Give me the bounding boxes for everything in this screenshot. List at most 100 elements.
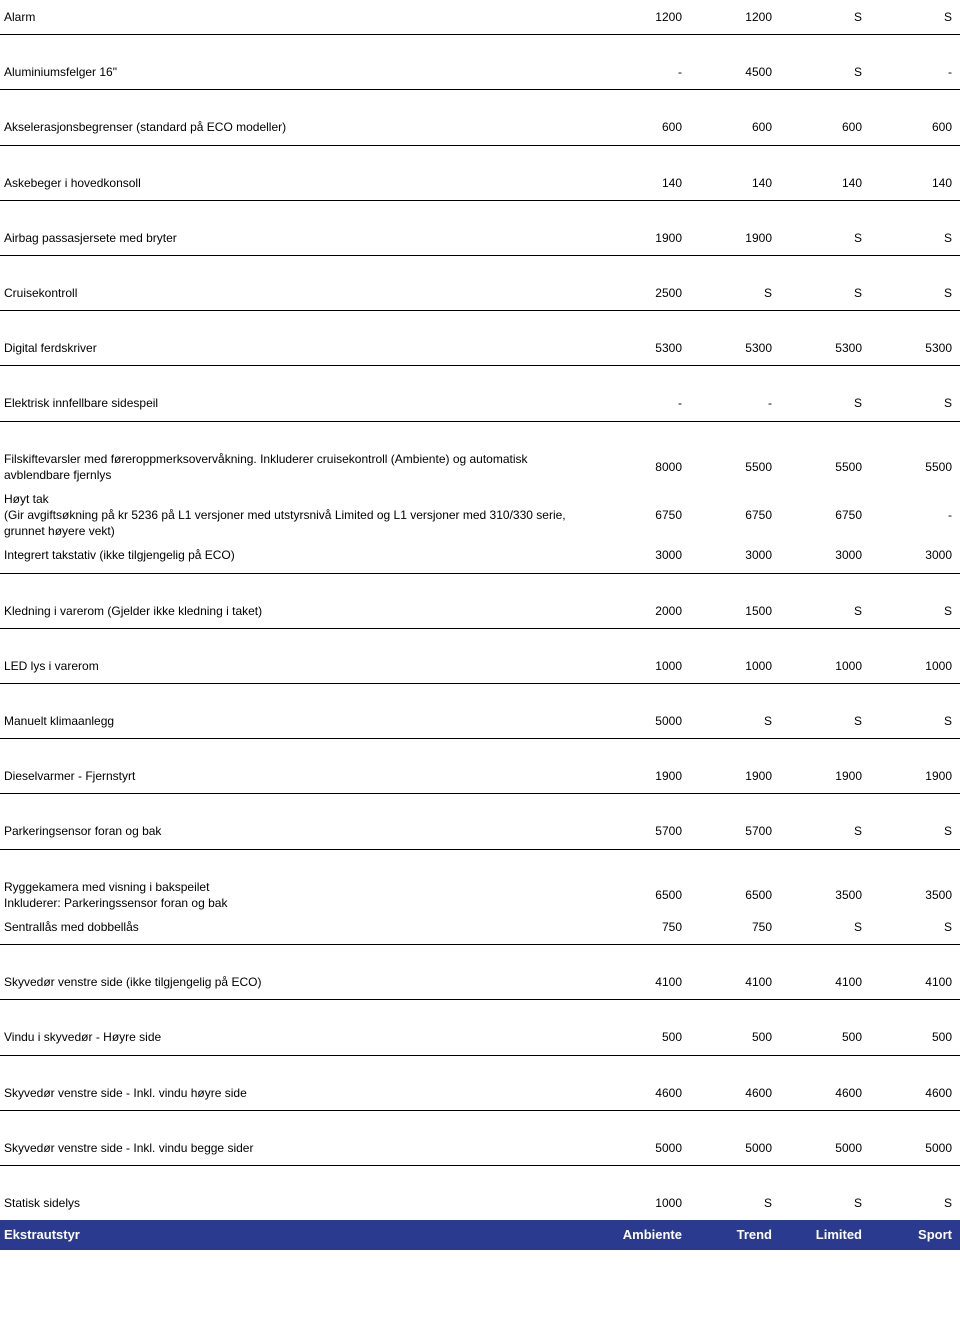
table-row: Dieselvarmer - Fjernstyrt 1900 1900 1900… (0, 759, 960, 794)
row-label: Akselerasjonsbegrenser (standard på ECO … (4, 119, 592, 135)
cell: S (862, 285, 952, 301)
row-label: Cruisekontroll (4, 285, 592, 301)
table-row: Skyvedør venstre side (ikke tilgjengelig… (0, 965, 960, 1000)
table-row: Airbag passasjersete med bryter 1900 190… (0, 221, 960, 256)
cell: - (682, 395, 772, 411)
cell: 4100 (682, 974, 772, 990)
cell: 1900 (862, 768, 952, 784)
cell: 750 (682, 919, 772, 935)
cell: 600 (862, 119, 952, 135)
row-label: Skyvedør venstre side - Inkl. vindu høyr… (4, 1085, 592, 1101)
footer-label: Ekstrautstyr (4, 1226, 592, 1244)
cell: S (862, 395, 952, 411)
cell: - (592, 64, 682, 80)
cell: 600 (592, 119, 682, 135)
cell: 6750 (682, 507, 772, 523)
cell: 4600 (682, 1085, 772, 1101)
cell: 3000 (682, 547, 772, 563)
cell: 4600 (592, 1085, 682, 1101)
cell: 3500 (862, 887, 952, 903)
cell: S (862, 230, 952, 246)
cell: - (862, 64, 952, 80)
cell: 1900 (682, 230, 772, 246)
cell: 500 (862, 1029, 952, 1045)
row-label: Integrert takstativ (ikke tilgjengelig p… (4, 547, 592, 563)
cell: 140 (862, 175, 952, 191)
cell: 5000 (592, 1140, 682, 1156)
cell: 4100 (862, 974, 952, 990)
cell: 1500 (682, 603, 772, 619)
cell: S (772, 823, 862, 839)
footer-col: Sport (862, 1226, 952, 1244)
row-label: Digital ferdskriver (4, 340, 592, 356)
row-label: Vindu i skyvedør - Høyre side (4, 1029, 592, 1045)
row-label-main: Høyt tak (4, 492, 49, 506)
cell: 6750 (772, 507, 862, 523)
options-table: Alarm 1200 1200 S S Aluminiumsfelger 16"… (0, 0, 960, 1250)
table-row: LED lys i varerom 1000 1000 1000 1000 (0, 649, 960, 684)
cell: 1900 (682, 768, 772, 784)
cell: S (682, 713, 772, 729)
cell: 750 (592, 919, 682, 935)
table-row: Ryggekamera med visning i bakspeilet Ink… (0, 870, 960, 915)
cell: 1000 (862, 658, 952, 674)
footer-col: Trend (682, 1226, 772, 1244)
cell: 3000 (772, 547, 862, 563)
cell: 5300 (592, 340, 682, 356)
cell: 4100 (772, 974, 862, 990)
table-row: Statisk sidelys 1000 S S S (0, 1186, 960, 1220)
cell: 5500 (772, 459, 862, 475)
cell: 8000 (592, 459, 682, 475)
cell: 5000 (682, 1140, 772, 1156)
table-row: Vindu i skyvedør - Høyre side 500 500 50… (0, 1020, 960, 1055)
table-row: Filskiftevarsler med føreroppmerksovervå… (0, 442, 960, 487)
table-row: Cruisekontroll 2500 S S S (0, 276, 960, 311)
cell: 5300 (682, 340, 772, 356)
cell: 4600 (772, 1085, 862, 1101)
row-label: Ryggekamera med visning i bakspeilet Ink… (4, 879, 592, 911)
row-label: Manuelt klimaanlegg (4, 713, 592, 729)
cell: 5500 (862, 459, 952, 475)
cell: 5500 (682, 459, 772, 475)
cell: 1900 (592, 768, 682, 784)
cell: 2500 (592, 285, 682, 301)
table-row: Kledning i varerom (Gjelder ikke klednin… (0, 594, 960, 629)
cell: 1900 (772, 768, 862, 784)
row-group: Filskiftevarsler med føreroppmerksovervå… (0, 442, 960, 574)
cell: S (862, 9, 952, 25)
cell: 5300 (862, 340, 952, 356)
row-label: Skyvedør venstre side - Inkl. vindu begg… (4, 1140, 592, 1156)
cell: S (772, 1195, 862, 1211)
cell: S (772, 285, 862, 301)
table-row: Alarm 1200 1200 S S (0, 0, 960, 35)
table-row: Høyt tak (Gir avgiftsøkning på kr 5236 p… (0, 487, 960, 544)
row-label: Filskiftevarsler med føreroppmerksovervå… (4, 451, 592, 483)
cell: 6750 (592, 507, 682, 523)
cell: 5000 (862, 1140, 952, 1156)
row-label: Askebeger i hovedkonsoll (4, 175, 592, 191)
cell: S (682, 1195, 772, 1211)
cell: - (592, 395, 682, 411)
cell: S (862, 919, 952, 935)
cell: S (862, 823, 952, 839)
cell: 1000 (592, 1195, 682, 1211)
row-label: Parkeringsensor foran og bak (4, 823, 592, 839)
cell: 600 (772, 119, 862, 135)
cell: S (772, 64, 862, 80)
row-label: Aluminiumsfelger 16" (4, 64, 592, 80)
cell: 500 (682, 1029, 772, 1045)
row-label-sub: Inkluderer: Parkeringssensor foran og ba… (4, 896, 227, 910)
row-label-sub: (Gir avgiftsøkning på kr 5236 på L1 vers… (4, 508, 566, 538)
row-label: LED lys i varerom (4, 658, 592, 674)
cell: 5000 (592, 713, 682, 729)
cell: 4500 (682, 64, 772, 80)
cell: S (862, 713, 952, 729)
row-label: Kledning i varerom (Gjelder ikke klednin… (4, 603, 592, 619)
table-row: Akselerasjonsbegrenser (standard på ECO … (0, 110, 960, 145)
cell: 3000 (862, 547, 952, 563)
cell: 1000 (592, 658, 682, 674)
table-row: Sentrallås med dobbellås 750 750 S S (0, 915, 960, 944)
cell: S (772, 919, 862, 935)
table-row: Integrert takstativ (ikke tilgjengelig p… (0, 543, 960, 572)
table-row: Parkeringsensor foran og bak 5700 5700 S… (0, 814, 960, 849)
